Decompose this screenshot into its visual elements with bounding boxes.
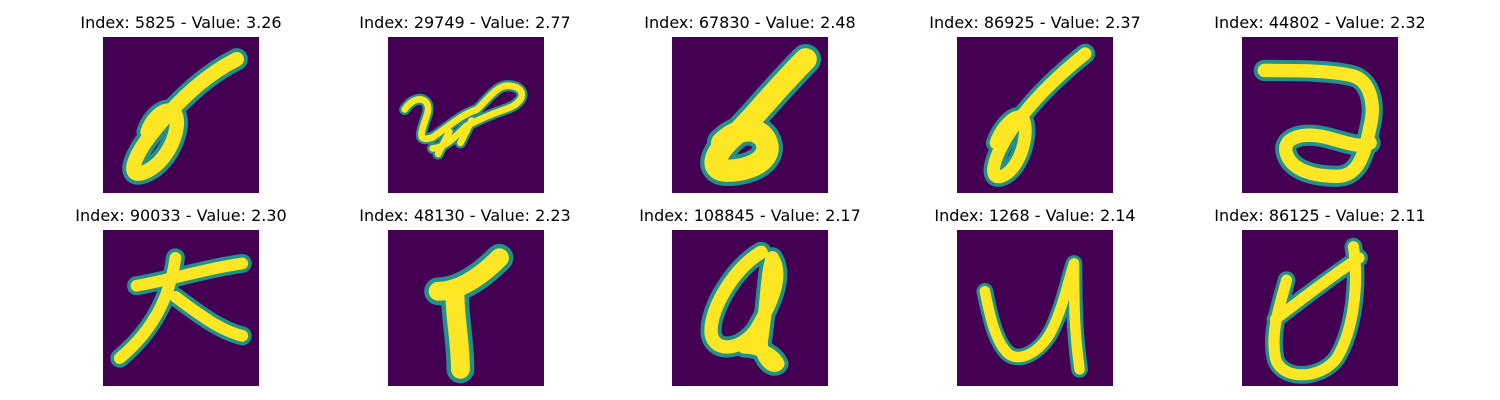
- digit-image-panel: [388, 37, 544, 193]
- handwritten-digit-image: [983, 43, 1096, 187]
- panel-caption: Index: 5825 - Value: 3.26: [80, 13, 282, 32]
- panel-caption: Index: 44802 - Value: 2.32: [1214, 13, 1426, 32]
- digit-image-panel: [1242, 230, 1398, 386]
- panel-caption: Index: 90033 - Value: 2.30: [75, 206, 287, 225]
- handwritten-digit-image: [1265, 237, 1368, 384]
- handwritten-digit-image: [110, 248, 252, 368]
- handwritten-digit-image: [976, 255, 1088, 378]
- digit-image-panel: [957, 37, 1113, 193]
- digit-image-panel: [103, 230, 259, 386]
- handwritten-digit-image: [700, 241, 789, 376]
- digit-image-panel: [103, 37, 259, 193]
- digit-image-panel: [1242, 37, 1398, 193]
- panel-caption: Index: 86925 - Value: 2.37: [929, 13, 1141, 32]
- digit-image-panel: [672, 230, 828, 386]
- panel-caption: Index: 29749 - Value: 2.77: [359, 13, 571, 32]
- handwritten-digit-image: [1253, 59, 1383, 187]
- panel-caption: Index: 48130 - Value: 2.23: [359, 206, 571, 225]
- panel-caption: Index: 86125 - Value: 2.11: [1214, 206, 1426, 225]
- panel-caption: Index: 108845 - Value: 2.17: [639, 206, 861, 225]
- handwritten-digit-image: [399, 80, 528, 160]
- digit-image-panel: [672, 37, 828, 193]
- handwritten-digit-image: [424, 243, 514, 384]
- panel-caption: Index: 1268 - Value: 2.14: [934, 206, 1136, 225]
- digit-image-panel: [388, 230, 544, 386]
- handwritten-digit-image: [700, 43, 822, 187]
- digit-image-panel: [957, 230, 1113, 386]
- handwritten-digit-image: [122, 48, 248, 185]
- panel-caption: Index: 67830 - Value: 2.48: [644, 13, 856, 32]
